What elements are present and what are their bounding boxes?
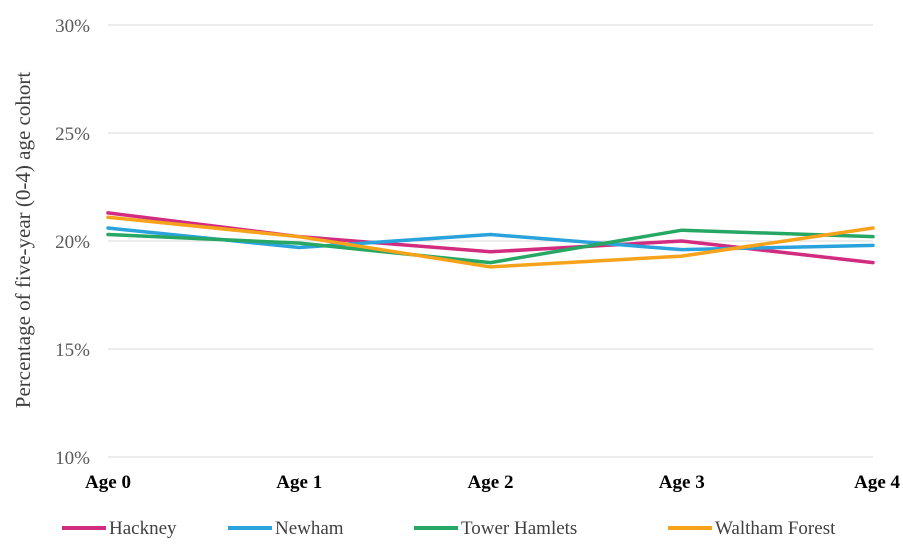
series-line-waltham-forest — [106, 215, 875, 269]
legend-label: Tower Hamlets — [461, 518, 577, 539]
y-tick-label: 30% — [55, 16, 90, 37]
legend-item: Newham — [228, 518, 344, 539]
series-line-tower-hamlets — [106, 228, 875, 265]
legend-label: Newham — [275, 518, 344, 539]
y-tick-label: 15% — [55, 340, 90, 361]
legend: Hackney Newham Tower Hamlets Waltham Forest — [62, 518, 836, 539]
y-tick-labels: 10% 15% 20% 25% 30% — [55, 16, 90, 469]
series-lines — [106, 211, 875, 269]
y-tick-label: 10% — [55, 448, 90, 469]
x-tick-label: Age 1 — [276, 472, 322, 493]
x-tick-labels: Age 0 Age 1 Age 2 Age 3 Age 4 — [85, 472, 900, 493]
legend-label: Hackney — [109, 518, 177, 539]
x-tick-label: Age 0 — [85, 472, 131, 493]
legend-item: Waltham Forest — [668, 518, 836, 539]
x-tick-label: Age 2 — [468, 472, 514, 493]
y-tick-label: 20% — [55, 232, 90, 253]
x-tick-label: Age 3 — [659, 472, 705, 493]
y-axis-title: Percentage of five-year (0-4) age cohort — [11, 72, 35, 409]
y-tick-label: 25% — [55, 124, 90, 145]
legend-item: Tower Hamlets — [414, 518, 577, 539]
legend-label: Waltham Forest — [715, 518, 836, 539]
legend-item: Hackney — [62, 518, 177, 539]
series-line-hackney — [106, 211, 875, 265]
x-tick-label: Age 4 — [854, 472, 900, 493]
